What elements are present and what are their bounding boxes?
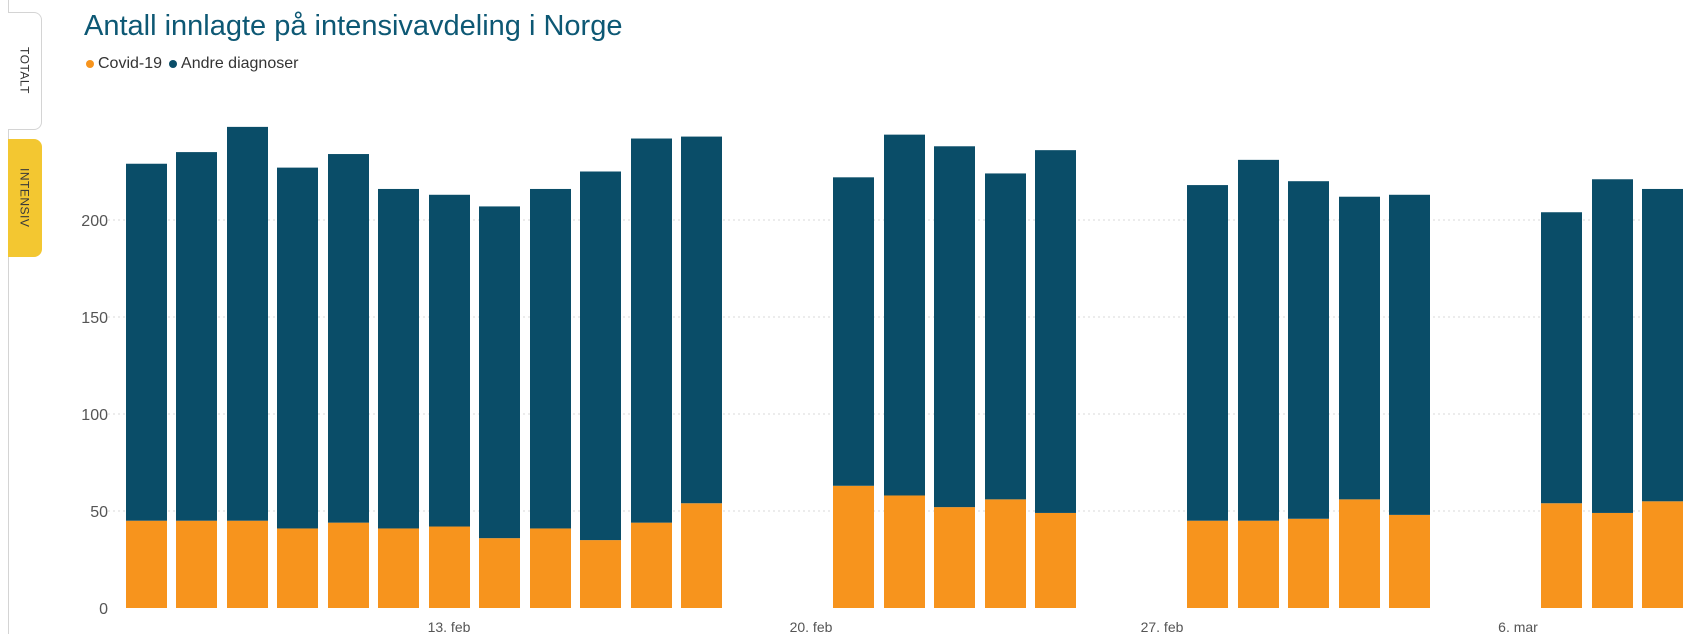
- tab-totalt-label: TOTALT: [17, 47, 32, 95]
- bar-andre-diagnoser: [126, 163, 167, 521]
- bar-covid: [277, 528, 318, 608]
- bar-covid: [1642, 501, 1683, 608]
- side-rail: [8, 0, 9, 634]
- bar-covid: [681, 503, 722, 608]
- bar-covid: [1288, 518, 1329, 608]
- bar-covid: [1238, 520, 1279, 608]
- bar-covid: [884, 495, 925, 608]
- bar-andre-diagnoser: [884, 134, 925, 496]
- x-tick-label: 27. feb: [1141, 619, 1184, 634]
- bar-andre-diagnoser: [985, 173, 1026, 500]
- chart-legend: Covid-19 Andre diagnoser: [86, 55, 305, 73]
- bar-covid: [1187, 520, 1228, 608]
- bar-andre-diagnoser: [176, 152, 217, 521]
- bar-covid: [1541, 503, 1582, 608]
- bar-andre-diagnoser: [1389, 194, 1430, 515]
- bar-andre-diagnoser: [934, 146, 975, 508]
- bar-andre-diagnoser: [580, 171, 621, 541]
- bar-andre-diagnoser: [681, 136, 722, 504]
- bar-covid: [126, 520, 167, 608]
- bar-andre-diagnoser: [429, 194, 470, 527]
- bar-covid: [328, 522, 369, 608]
- x-tick-label: 13. feb: [428, 619, 471, 634]
- bar-andre-diagnoser: [631, 138, 672, 523]
- bar-andre-diagnoser: [1339, 196, 1380, 500]
- bar-covid: [530, 528, 571, 608]
- y-tick-label: 150: [81, 310, 108, 327]
- y-tick-label: 100: [81, 407, 108, 424]
- bar-covid: [1339, 499, 1380, 608]
- chart-title: Antall innlagte på intensivavdeling i No…: [84, 10, 623, 42]
- bar-covid: [1035, 512, 1076, 608]
- bar-andre-diagnoser: [1035, 150, 1076, 513]
- bar-covid: [833, 485, 874, 608]
- bar-andre-diagnoser: [1541, 212, 1582, 504]
- bar-covid: [429, 526, 470, 608]
- x-tick-label: 20. feb: [790, 619, 833, 634]
- bar-covid: [1389, 514, 1430, 608]
- bar-andre-diagnoser: [479, 206, 520, 539]
- bar-covid: [378, 528, 419, 608]
- bar-covid: [934, 507, 975, 608]
- legend-label-covid: Covid-19: [98, 55, 163, 72]
- bar-andre-diagnoser: [277, 167, 318, 529]
- bar-covid: [176, 520, 217, 608]
- bar-andre-diagnoser: [378, 188, 419, 529]
- bar-andre-diagnoser: [328, 154, 369, 523]
- bar-andre-diagnoser: [1288, 181, 1329, 519]
- bar-covid: [985, 499, 1026, 608]
- bar-andre-diagnoser: [1187, 185, 1228, 521]
- legend-label-andre: Andre diagnoser: [181, 55, 299, 72]
- bar-andre-diagnoser: [833, 177, 874, 486]
- legend-item-covid[interactable]: Covid-19: [86, 55, 162, 73]
- tab-totalt[interactable]: TOTALT: [8, 12, 42, 130]
- x-tick-label: 6. mar: [1498, 619, 1538, 634]
- y-tick-label: 200: [81, 213, 108, 230]
- bar-andre-diagnoser: [1642, 188, 1683, 502]
- bar-covid: [227, 520, 268, 608]
- bar-andre-diagnoser: [1238, 159, 1279, 521]
- bar-covid: [580, 540, 621, 608]
- bar-andre-diagnoser: [530, 188, 571, 529]
- y-tick-label: 0: [99, 601, 108, 618]
- tab-intensiv-label: INTENSIV: [17, 168, 32, 228]
- legend-item-andre[interactable]: Andre diagnoser: [169, 55, 298, 73]
- bar-andre-diagnoser: [227, 126, 268, 521]
- bar-covid: [631, 522, 672, 608]
- bar-covid: [1592, 512, 1633, 608]
- legend-dot-andre-icon: [169, 60, 178, 68]
- y-tick-label: 50: [90, 504, 108, 521]
- bar-covid: [479, 538, 520, 608]
- tab-intensiv[interactable]: INTENSIV: [8, 139, 42, 257]
- bar-andre-diagnoser: [1592, 179, 1633, 513]
- legend-dot-covid-icon: [86, 60, 94, 68]
